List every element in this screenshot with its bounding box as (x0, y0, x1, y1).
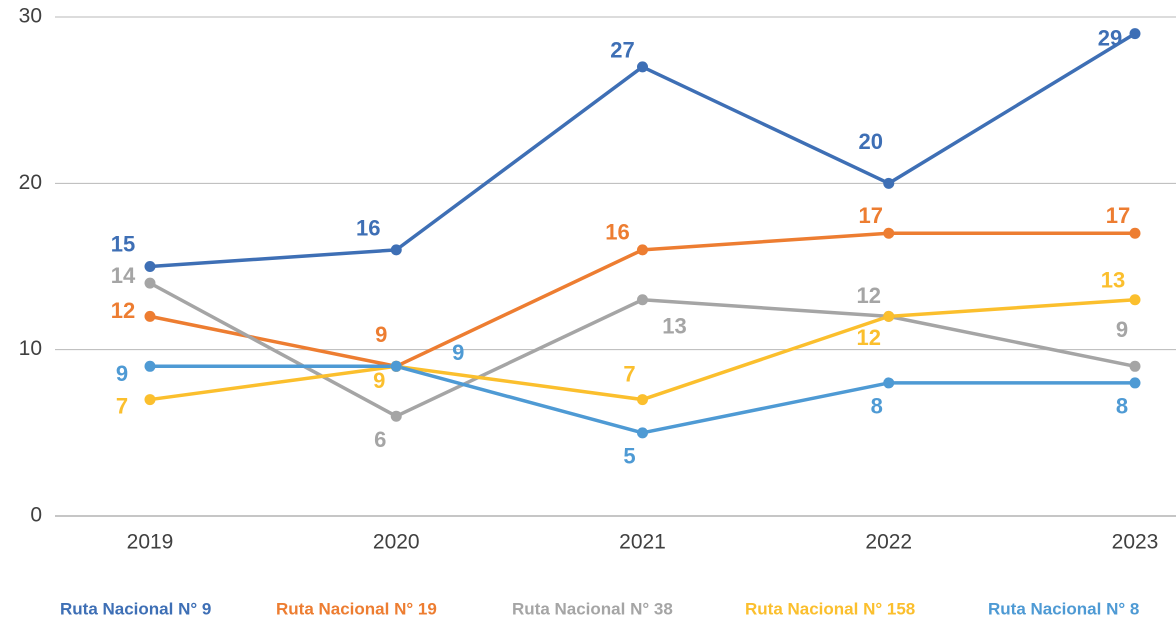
data-label: 17 (859, 203, 883, 228)
data-label: 7 (623, 361, 635, 386)
point (390, 244, 402, 256)
data-label: 9 (1116, 317, 1128, 342)
x-tick-label: 2019 (127, 531, 174, 554)
x-tick-label: 2021 (619, 531, 666, 554)
point (390, 410, 402, 422)
legend-label: Ruta Nacional N° 38 (512, 599, 673, 618)
y-tick-label: 20 (19, 171, 42, 194)
data-label: 14 (111, 263, 136, 288)
data-label: 13 (1101, 268, 1125, 293)
data-label: 9 (373, 368, 385, 393)
point (637, 427, 648, 439)
point (144, 310, 156, 322)
data-label: 12 (857, 283, 881, 308)
point (1129, 227, 1141, 239)
data-label: 5 (623, 444, 635, 469)
point (637, 394, 648, 406)
data-label: 6 (374, 427, 386, 452)
y-tick-label: 0 (30, 504, 42, 527)
data-label: 13 (662, 314, 686, 339)
point (1129, 360, 1141, 372)
data-label: 17 (1106, 203, 1130, 228)
y-tick-label: 30 (19, 5, 42, 28)
point (144, 394, 156, 406)
point (144, 261, 156, 272)
point (883, 310, 895, 322)
point (637, 61, 648, 73)
point (144, 277, 156, 289)
legend-label: Ruta Nacional N° 9 (60, 599, 211, 618)
data-label: 20 (859, 129, 883, 154)
data-label: 16 (356, 216, 380, 241)
point (144, 360, 156, 372)
data-label: 27 (610, 38, 634, 63)
data-label: 12 (111, 298, 135, 323)
legend-label: Ruta Nacional N° 8 (988, 599, 1139, 618)
point (637, 294, 648, 306)
data-label: 9 (116, 361, 128, 386)
point (883, 177, 895, 189)
point (883, 227, 895, 239)
legend-label: Ruta Nacional N° 158 (745, 599, 915, 618)
legend-label: Ruta Nacional N° 19 (276, 599, 437, 618)
data-label: 15 (111, 231, 135, 256)
x-tick-label: 2023 (1112, 531, 1159, 554)
data-label: 12 (857, 325, 881, 350)
point (637, 244, 648, 256)
point (390, 360, 402, 372)
point (883, 377, 895, 389)
data-label: 16 (605, 220, 629, 245)
data-label: 29 (1098, 25, 1122, 50)
data-label: 9 (375, 322, 387, 347)
point (1129, 28, 1141, 40)
point (1129, 294, 1141, 306)
x-tick-label: 2020 (373, 531, 420, 554)
data-label: 9 (452, 340, 464, 365)
data-label: 7 (116, 393, 128, 418)
data-label: 8 (871, 394, 883, 419)
point (1129, 377, 1141, 389)
x-tick-label: 2022 (865, 531, 912, 554)
data-label: 8 (1116, 394, 1128, 419)
y-tick-label: 10 (19, 337, 42, 360)
